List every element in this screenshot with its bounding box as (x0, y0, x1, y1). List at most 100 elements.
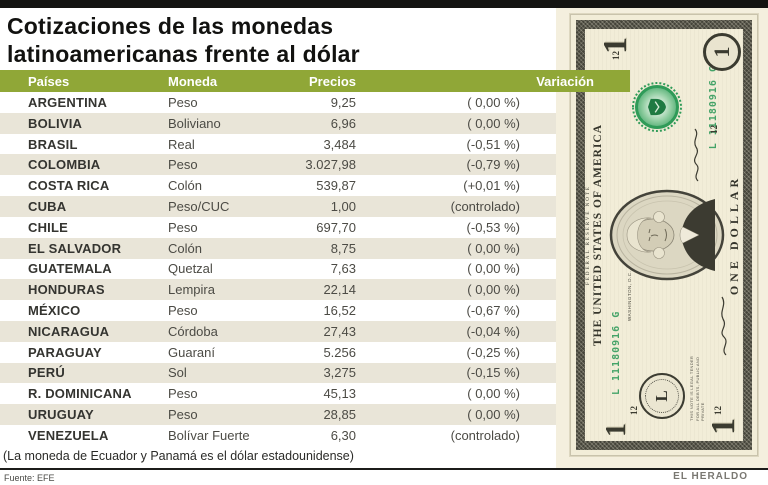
bill-face: FEDERAL RESERVE NOTE THE UNITED STATES O… (585, 29, 743, 441)
page-title: Cotizaciones de las monedas latinoameric… (7, 13, 360, 68)
country-cell: CHILE (28, 219, 68, 235)
footnote: (La moneda de Ecuador y Panamá es el dól… (3, 449, 354, 463)
price-cell: 7,63 (330, 261, 356, 277)
bill-serial-number: L 11180916 G (611, 310, 622, 395)
country-cell: PERÚ (28, 365, 65, 381)
bill-bottom-text: ONE DOLLAR (727, 174, 741, 296)
district-letter: L (645, 379, 679, 413)
bill-district-number: 12 (629, 406, 639, 415)
table-row: HONDURAS Lempira 22,14 ( 0,00 %) (0, 279, 556, 301)
table-header: Países Moneda Precios Variación (0, 70, 630, 92)
dollar-bill-wrap: FEDERAL RESERVE NOTE THE UNITED STATES O… (570, 14, 758, 456)
treasury-shield-icon (648, 98, 666, 116)
currency-cell: Peso/CUC (168, 198, 230, 214)
table-row: GUATEMALA Quetzal 7,63 ( 0,00 %) (0, 259, 556, 280)
table-row: R. DOMINICANA Peso 45,13 ( 0,00 %) (0, 383, 556, 404)
country-cell: HONDURAS (28, 282, 105, 298)
source-label: Fuente: EFE (4, 473, 55, 483)
price-cell: 27,43 (323, 323, 356, 339)
bill-denomination: 1 (597, 37, 634, 54)
country-cell: PARAGUAY (28, 344, 102, 360)
currency-cell: Peso (168, 94, 198, 110)
table-row: VENEZUELA Bolívar Fuerte 6,30 (controlad… (0, 425, 556, 446)
country-cell: EL SALVADOR (28, 240, 122, 256)
country-cell: R. DOMINICANA (28, 386, 132, 402)
table-row: MÉXICO Peso 16,52 (-0,67 %) (0, 300, 556, 321)
country-cell: URUGUAY (28, 407, 94, 423)
currency-cell: Peso (168, 386, 198, 402)
country-cell: NICARAGUA (28, 323, 110, 339)
price-cell: 22,14 (323, 282, 356, 298)
variation-cell: ( 0,00 %) (467, 261, 520, 277)
currency-cell: Peso (168, 219, 198, 235)
currency-cell: Guaraní (168, 344, 215, 360)
price-cell: 28,85 (323, 407, 356, 423)
country-cell: VENEZUELA (28, 427, 109, 443)
table-row: BOLIVIA Boliviano 6,96 ( 0,00 %) (0, 112, 556, 134)
currency-cell: Real (168, 136, 195, 152)
currency-cell: Bolívar Fuerte (168, 427, 250, 443)
currency-cell: Peso (168, 157, 198, 173)
variation-cell: ( 0,00 %) (467, 282, 520, 298)
country-cell: MÉXICO (28, 303, 81, 319)
variation-cell: (+0,01 %) (463, 178, 520, 194)
table-row: NICARAGUA Córdoba 27,43 (-0,04 %) (0, 320, 556, 342)
table-row: COLOMBIA Peso 3.027,98 (-0,79 %) (0, 154, 556, 176)
country-cell: BRASIL (28, 136, 78, 152)
dollar-bill-image: FEDERAL RESERVE NOTE THE UNITED STATES O… (570, 14, 758, 456)
price-cell: 3,484 (323, 136, 356, 152)
price-cell: 697,70 (316, 219, 356, 235)
table-row: COSTA RICA Colón 539,87 (+0,01 %) (0, 175, 556, 196)
bill-serial-number: L 11180916 G (708, 65, 719, 150)
currency-cell: Colón (168, 178, 202, 194)
washington-portrait (609, 189, 725, 281)
table-row: BRASIL Real 3,484 (-0,51 %) (0, 134, 556, 155)
column-header-moneda: Moneda (168, 73, 218, 89)
price-cell: 45,13 (323, 386, 356, 402)
variation-cell: (-0,53 %) (466, 219, 520, 235)
table-row: URUGUAY Peso 28,85 ( 0,00 %) (0, 404, 556, 425)
variation-cell: ( 0,00 %) (467, 407, 520, 423)
variation-cell: ( 0,00 %) (467, 240, 520, 256)
currency-cell: Boliviano (168, 115, 221, 131)
top-border (0, 0, 768, 8)
bill-legal-tender-text: THIS NOTE IS LEGAL TENDER FOR ALL DEBTS,… (689, 355, 706, 421)
table-row: EL SALVADOR Colón 8,75 ( 0,00 %) (0, 237, 556, 259)
price-cell: 5.256 (323, 344, 356, 360)
variation-cell: (controlado) (450, 427, 520, 443)
column-header-precios: Precios (309, 73, 356, 89)
country-cell: COLOMBIA (28, 157, 101, 173)
credit-label: EL HERALDO (673, 471, 748, 482)
column-header-paises: Países (28, 73, 70, 89)
price-cell: 9,25 (330, 94, 356, 110)
table-row: ARGENTINA Peso 9,25 ( 0,00 %) (0, 92, 556, 113)
variation-cell: ( 0,00 %) (467, 115, 520, 131)
price-cell: 3,275 (323, 365, 356, 381)
column-header-variacion: Variación (536, 73, 594, 89)
price-cell: 1,00 (330, 198, 356, 214)
currency-cell: Córdoba (168, 323, 218, 339)
variation-cell: (-0,04 %) (466, 323, 520, 339)
country-cell: GUATEMALA (28, 261, 112, 277)
treasurer-signature (721, 296, 727, 356)
currency-cell: Lempira (168, 282, 215, 298)
price-cell: 8,75 (330, 240, 356, 256)
currency-cell: Peso (168, 407, 198, 423)
variation-cell: (-0,67 %) (466, 303, 520, 319)
price-cell: 16,52 (323, 303, 356, 319)
currency-cell: Colón (168, 240, 202, 256)
variation-cell: (-0,51 %) (466, 136, 520, 152)
currency-cell: Peso (168, 303, 198, 319)
price-cell: 6,96 (330, 115, 356, 131)
federal-reserve-seal: L (639, 373, 685, 419)
table-row: CHILE Peso 697,70 (-0,53 %) (0, 217, 556, 238)
footer-divider (0, 468, 768, 470)
currency-cell: Quetzal (168, 261, 213, 277)
treasury-seal (631, 81, 683, 133)
bill-engraved-border: FEDERAL RESERVE NOTE THE UNITED STATES O… (576, 20, 752, 450)
table-row: PARAGUAY Guaraní 5.256 (-0,25 %) (0, 342, 556, 363)
bill-denomination: 1 (601, 423, 632, 437)
table-row: CUBA Peso/CUC 1,00 (controlado) (0, 196, 556, 217)
price-cell: 3.027,98 (305, 157, 356, 173)
